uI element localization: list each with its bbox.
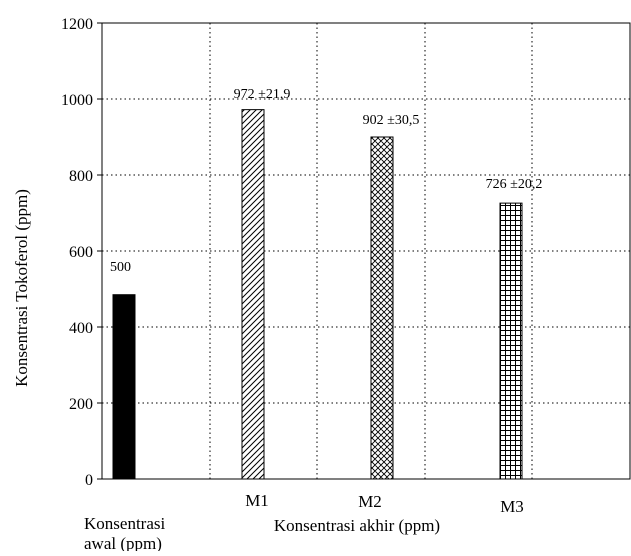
y-tick-label: 800	[69, 168, 93, 185]
y-tick-label: 1200	[61, 16, 93, 33]
x-category-labels: Konsentrasi awal (ppm) M1 M2 M3	[84, 491, 524, 553]
y-tick-labels: 0 200 400 600 800 1000 1200	[61, 16, 102, 489]
bar-2	[241, 109, 265, 480]
data-label-2: 972 ±21,9	[234, 87, 291, 102]
y-tick-label: 0	[85, 472, 93, 489]
plot-frame	[101, 22, 631, 480]
y-tick-label: 200	[69, 396, 93, 413]
data-label-4: 726 ±20,2	[486, 177, 543, 192]
bar-3	[370, 136, 394, 480]
bar-1	[112, 294, 136, 480]
y-axis-label: Konsentrasi Tokoferol (ppm)	[12, 189, 31, 387]
data-label-3: 902 ±30,5	[363, 113, 420, 128]
x-category-label-2: M1	[245, 491, 269, 510]
axes	[101, 22, 631, 480]
y-tick-label: 600	[69, 244, 93, 261]
x-category-label-3: M2	[358, 492, 382, 511]
data-label-1: 500	[110, 260, 131, 275]
bar-4	[499, 202, 523, 480]
bars	[112, 109, 523, 480]
x-category-label-4: M3	[500, 497, 524, 516]
grid-lines	[102, 23, 630, 479]
data-labels: 500 972 ±21,9 902 ±30,5 726 ±20,2	[110, 87, 542, 275]
x-category-label-1: Konsentrasi awal (ppm)	[84, 514, 165, 551]
x-axis-label: Konsentrasi akhir (ppm)	[274, 516, 440, 535]
y-tick-label: 400	[69, 320, 93, 337]
y-tick-label: 1000	[61, 92, 93, 109]
